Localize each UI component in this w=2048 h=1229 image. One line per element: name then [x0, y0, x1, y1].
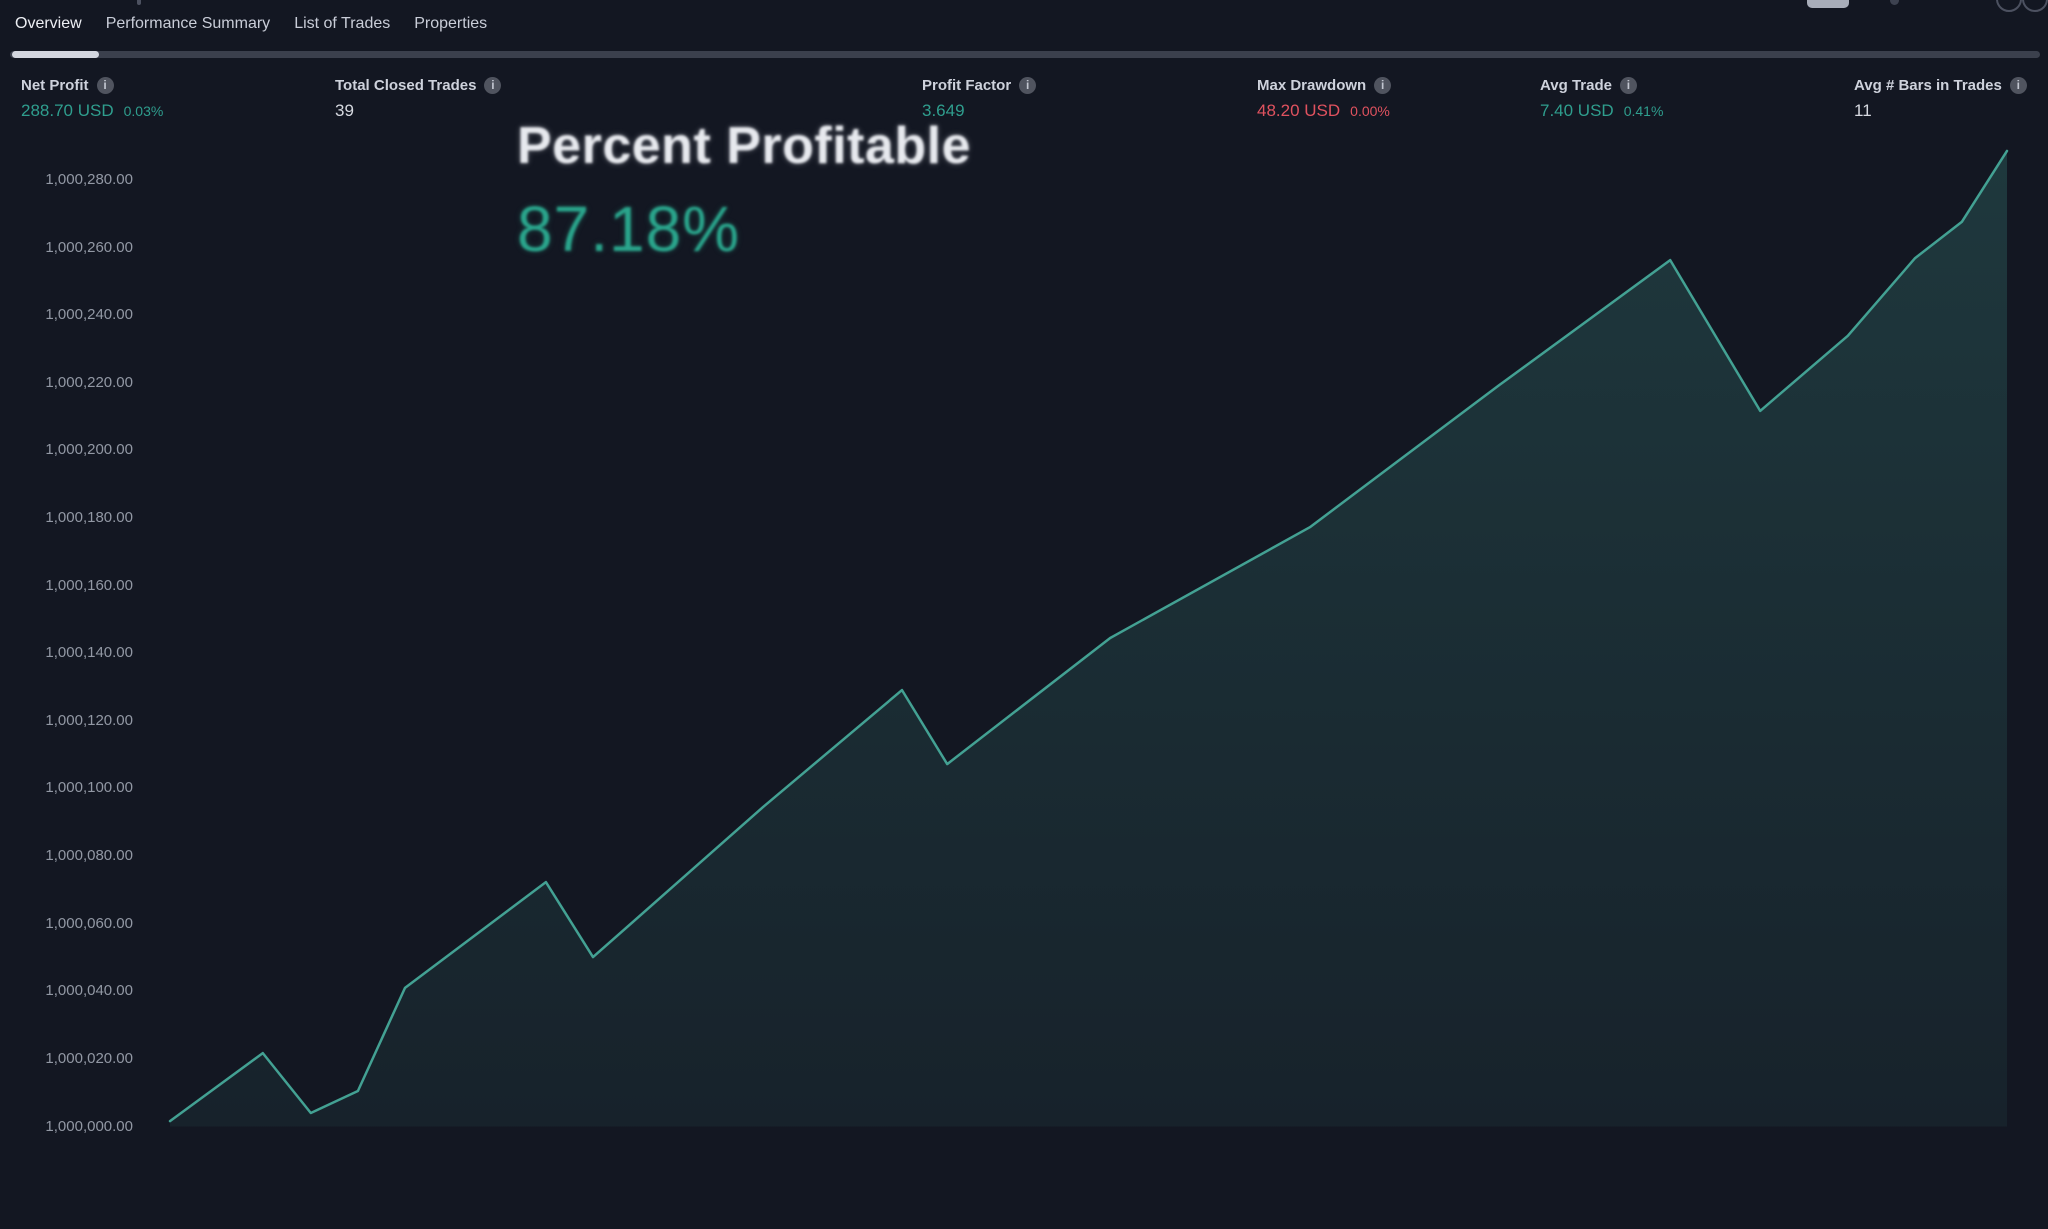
tab-underline-track [10, 51, 2040, 58]
stat-avg-bars-in-trades: Avg # Bars in Trades i 11 [1854, 77, 2027, 121]
y-axis-tick-label: 1,000,140.00 [45, 644, 133, 662]
stat-value: 39 [335, 101, 354, 120]
cutoff-toolbar-fragment [137, 0, 141, 5]
info-icon[interactable]: i [1019, 77, 1037, 94]
stat-label: Net Profit [21, 77, 89, 94]
tab-performance-summary[interactable]: Performance Summary [105, 15, 271, 32]
stat-label: Max Drawdown [1257, 77, 1367, 94]
stat-value: 288.70 USD [21, 101, 114, 120]
stat-avg-trade: Avg Trade i 7.40 USD 0.41% [1540, 77, 1663, 121]
stat-label: Profit Factor [922, 77, 1012, 94]
info-icon[interactable]: i [1374, 77, 1392, 94]
stat-net-profit: Net Profit i 288.70 USD 0.03% [21, 77, 163, 121]
tab-list-of-trades[interactable]: List of Trades [294, 15, 391, 32]
tab-properties[interactable]: Properties [414, 15, 488, 32]
stat-value: 7.40 USD [1540, 101, 1614, 120]
y-axis-tick-label: 1,000,040.00 [45, 982, 133, 1000]
active-tab-indicator[interactable] [12, 51, 99, 58]
stat-profit-factor: Profit Factor i 3.649 [922, 77, 1037, 121]
stat-label: Avg # Bars in Trades [1854, 77, 2002, 94]
info-icon[interactable]: i [96, 77, 114, 94]
y-axis-tick-label: 1,000,260.00 [45, 238, 133, 256]
stat-total-closed-trades: Total Closed Trades i 39 [335, 77, 502, 121]
y-axis-tick-label: 1,000,100.00 [45, 779, 133, 797]
y-axis-tick-label: 1,000,240.00 [45, 306, 133, 324]
equity-line [168, 149, 2009, 1123]
y-axis-tick-label: 1,000,020.00 [45, 1049, 133, 1067]
info-icon[interactable]: i [2009, 77, 2027, 94]
y-axis-tick-label: 1,000,220.00 [45, 373, 133, 391]
y-axis-tick-label: 1,000,000.00 [45, 1117, 133, 1135]
tab-overview[interactable]: Overview [15, 15, 82, 32]
stat-value: 48.20 USD [1257, 101, 1341, 120]
y-axis-tick-label: 1,000,060.00 [45, 914, 133, 932]
stat-label: Avg Trade [1540, 77, 1612, 94]
stat-percent: 0.00% [1350, 103, 1390, 119]
stat-percent: 0.41% [1623, 103, 1664, 119]
stat-percent: 0.03% [123, 103, 164, 119]
info-icon[interactable]: i [484, 77, 502, 94]
y-axis-tick-label: 1,000,180.00 [45, 509, 133, 527]
y-axis-tick-label: 1,000,160.00 [45, 576, 133, 594]
info-icon[interactable]: i [1619, 77, 1637, 94]
y-axis-tick-label: 1,000,200.00 [45, 441, 133, 459]
y-axis-tick-label: 1,000,280.00 [45, 170, 133, 188]
equity-area-fill [170, 150, 2007, 1127]
tab-bar: Overview Performance Summary List of Trade… [15, 15, 487, 33]
y-axis-tick-label: 1,000,120.00 [45, 711, 133, 729]
stat-value: 3.649 [922, 101, 965, 120]
cutoff-icon-fragment [1890, 0, 1899, 5]
cutoff-button-fragment[interactable] [1807, 0, 1849, 8]
stat-max-drawdown: Max Drawdown i 48.20 USD 0.00% [1257, 77, 1392, 121]
y-axis-tick-label: 1,000,080.00 [45, 847, 133, 865]
stat-value: 11 [1854, 101, 1872, 120]
stat-label: Total Closed Trades [335, 77, 477, 94]
